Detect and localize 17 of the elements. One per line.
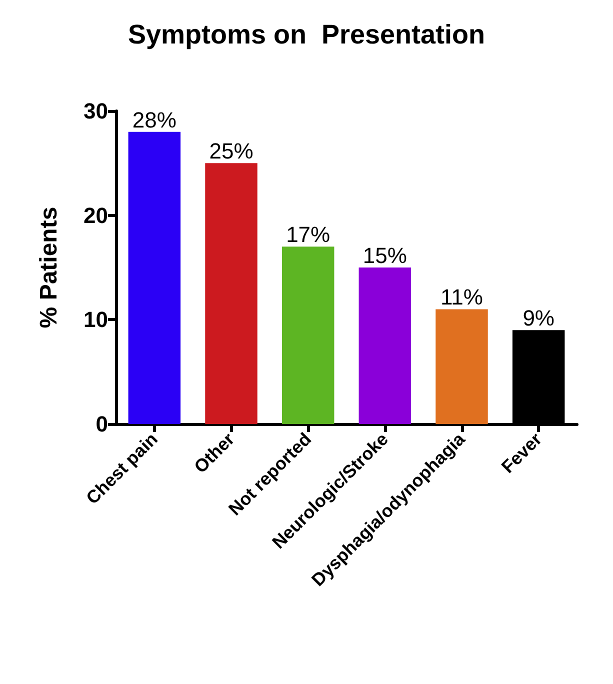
y-axis-title: % Patients bbox=[36, 206, 62, 328]
bar bbox=[358, 268, 412, 424]
y-tick-label: 10 bbox=[84, 307, 108, 332]
data-label: 28% bbox=[132, 107, 176, 132]
bar bbox=[205, 163, 258, 424]
bar bbox=[128, 132, 181, 424]
data-label: 9% bbox=[522, 306, 554, 331]
data-label: 11% bbox=[440, 284, 483, 310]
bar bbox=[282, 246, 334, 424]
data-label: 17% bbox=[286, 222, 330, 248]
data-label: 15% bbox=[362, 243, 407, 268]
y-tick-label: 0 bbox=[96, 412, 108, 436]
y-tick-label: 30 bbox=[84, 98, 108, 124]
data-label: 25% bbox=[209, 138, 254, 164]
chart-title: Symptoms on Presentation bbox=[128, 20, 486, 50]
y-tick-label: 20 bbox=[84, 202, 108, 228]
bar bbox=[436, 309, 488, 424]
